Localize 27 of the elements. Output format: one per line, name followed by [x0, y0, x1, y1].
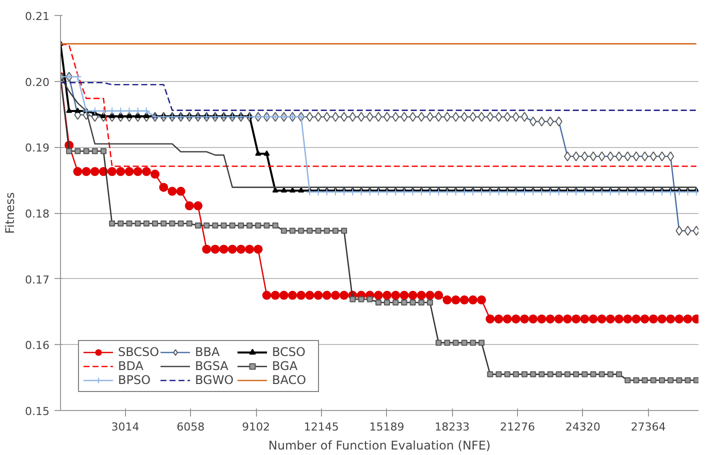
y-tick-label: 0.18: [25, 208, 50, 220]
y-tick-label: 0.21: [25, 10, 50, 23]
x-tick-label: 18233: [434, 420, 470, 434]
y-tick-label: 0.15: [25, 405, 50, 418]
y-tick-label: 0.17: [25, 273, 50, 286]
legend-label: BDA: [118, 359, 144, 373]
x-tick-label: 15189: [369, 420, 404, 434]
x-tick-label: 3014: [111, 420, 140, 434]
x-tick-label: 6058: [176, 420, 205, 434]
x-tick-label: 24320: [565, 420, 600, 434]
y-tick-label: 0.19: [25, 142, 50, 155]
legend-label: BGA: [272, 359, 299, 373]
legend-label: BCSO: [272, 345, 306, 359]
legend-label: BGSA: [195, 359, 230, 373]
legend-label: BACO: [272, 373, 308, 387]
y-tick-label: 0.20: [25, 76, 50, 89]
x-tick-label: 27364: [630, 420, 666, 434]
legend-label: SBCSO: [118, 345, 160, 359]
x-tick-label: 9102: [242, 420, 270, 434]
x-axis-title: Number of Function Evaluation (NFE): [268, 438, 491, 452]
x-tick-label: 21276: [500, 420, 536, 434]
y-tick-label: 0.16: [25, 339, 50, 352]
y-axis-title: Fitness: [3, 192, 18, 234]
legend-label: BGWO: [195, 373, 235, 387]
legend-label: BPSO: [118, 373, 152, 387]
legend-label: BBA: [195, 345, 221, 359]
x-tick-label: 12145: [304, 420, 339, 434]
